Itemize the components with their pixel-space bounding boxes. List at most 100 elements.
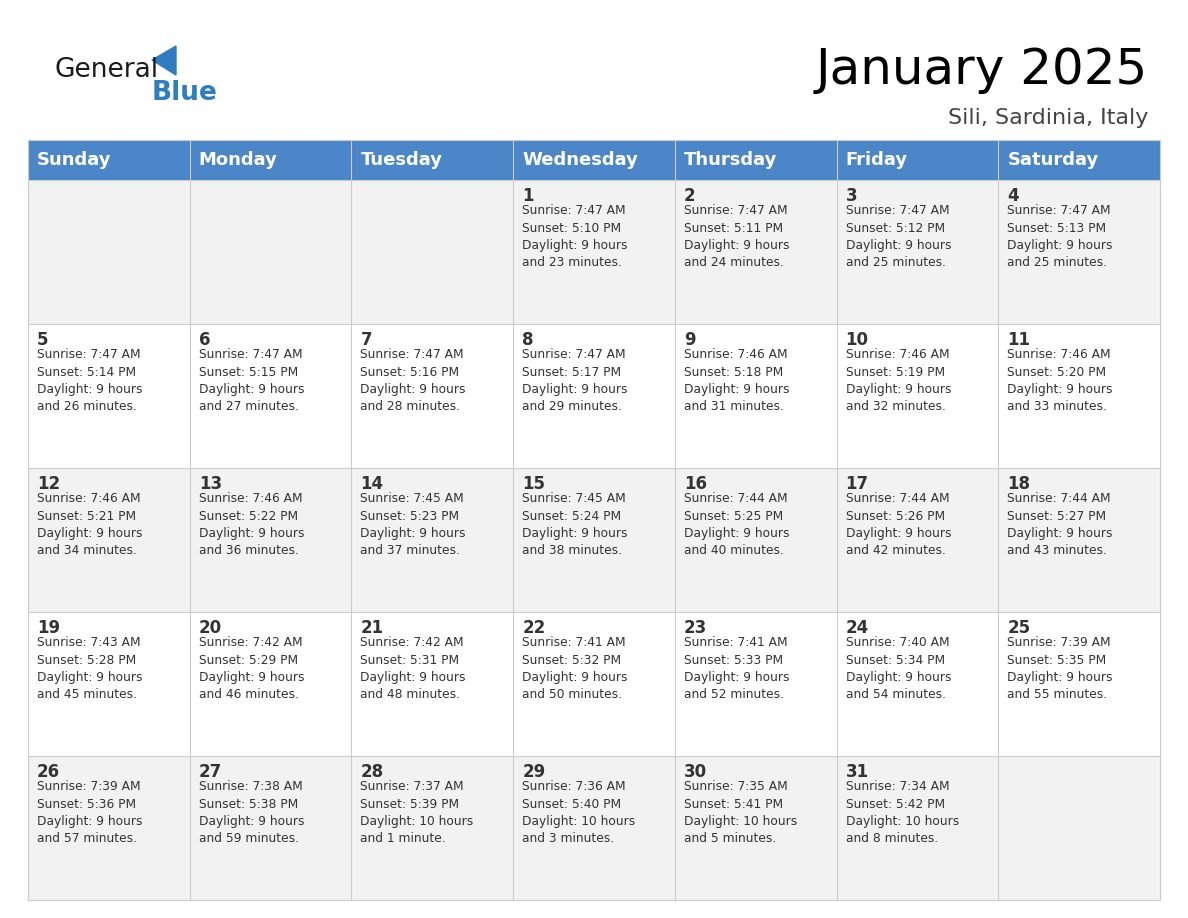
Text: 17: 17	[846, 475, 868, 493]
Text: 19: 19	[37, 619, 61, 637]
Bar	[998, 324, 1159, 468]
Text: Sunrise: 7:47 AM
Sunset: 5:17 PM
Daylight: 9 hours
and 29 minutes.: Sunrise: 7:47 AM Sunset: 5:17 PM Dayligh…	[523, 348, 627, 413]
Text: 24: 24	[846, 619, 868, 637]
Text: Sunrise: 7:47 AM
Sunset: 5:16 PM
Daylight: 9 hours
and 28 minutes.: Sunrise: 7:47 AM Sunset: 5:16 PM Dayligh…	[360, 348, 466, 413]
Text: Sunrise: 7:44 AM
Sunset: 5:26 PM
Daylight: 9 hours
and 42 minutes.: Sunrise: 7:44 AM Sunset: 5:26 PM Dayligh…	[846, 492, 952, 557]
Text: Tuesday: Tuesday	[360, 151, 442, 169]
Text: 13: 13	[198, 475, 222, 493]
Text: Sunrise: 7:39 AM
Sunset: 5:36 PM
Daylight: 9 hours
and 57 minutes.: Sunrise: 7:39 AM Sunset: 5:36 PM Dayligh…	[37, 780, 143, 845]
Bar	[513, 756, 675, 900]
Text: 14: 14	[360, 475, 384, 493]
Text: Sunrise: 7:46 AM
Sunset: 5:22 PM
Daylight: 9 hours
and 36 minutes.: Sunrise: 7:46 AM Sunset: 5:22 PM Dayligh…	[198, 492, 304, 557]
Bar	[352, 468, 513, 612]
Bar	[675, 324, 836, 468]
Text: Sunrise: 7:35 AM
Sunset: 5:41 PM
Daylight: 10 hours
and 5 minutes.: Sunrise: 7:35 AM Sunset: 5:41 PM Dayligh…	[684, 780, 797, 845]
Bar	[352, 180, 513, 324]
Text: 31: 31	[846, 763, 868, 781]
Bar	[998, 180, 1159, 324]
Text: Sunrise: 7:41 AM
Sunset: 5:33 PM
Daylight: 9 hours
and 52 minutes.: Sunrise: 7:41 AM Sunset: 5:33 PM Dayligh…	[684, 636, 789, 701]
Text: 2: 2	[684, 187, 695, 205]
Bar	[513, 324, 675, 468]
Bar	[836, 612, 998, 756]
Text: Sunrise: 7:46 AM
Sunset: 5:19 PM
Daylight: 9 hours
and 32 minutes.: Sunrise: 7:46 AM Sunset: 5:19 PM Dayligh…	[846, 348, 952, 413]
Text: 9: 9	[684, 331, 695, 349]
Bar	[190, 324, 352, 468]
Bar	[998, 612, 1159, 756]
Text: Sunday: Sunday	[37, 151, 112, 169]
Bar	[675, 612, 836, 756]
Bar	[29, 468, 190, 612]
Text: 22: 22	[523, 619, 545, 637]
Text: 23: 23	[684, 619, 707, 637]
Text: 25: 25	[1007, 619, 1030, 637]
Bar	[29, 140, 1159, 180]
Bar	[29, 756, 190, 900]
Bar	[836, 324, 998, 468]
Bar	[352, 324, 513, 468]
Text: 11: 11	[1007, 331, 1030, 349]
Bar	[352, 756, 513, 900]
Bar	[998, 756, 1159, 900]
Bar	[836, 180, 998, 324]
Text: Sunrise: 7:42 AM
Sunset: 5:29 PM
Daylight: 9 hours
and 46 minutes.: Sunrise: 7:42 AM Sunset: 5:29 PM Dayligh…	[198, 636, 304, 701]
Text: Sunrise: 7:41 AM
Sunset: 5:32 PM
Daylight: 9 hours
and 50 minutes.: Sunrise: 7:41 AM Sunset: 5:32 PM Dayligh…	[523, 636, 627, 701]
Text: Sunrise: 7:45 AM
Sunset: 5:24 PM
Daylight: 9 hours
and 38 minutes.: Sunrise: 7:45 AM Sunset: 5:24 PM Dayligh…	[523, 492, 627, 557]
Text: Friday: Friday	[846, 151, 908, 169]
Text: Sunrise: 7:39 AM
Sunset: 5:35 PM
Daylight: 9 hours
and 55 minutes.: Sunrise: 7:39 AM Sunset: 5:35 PM Dayligh…	[1007, 636, 1113, 701]
Text: 16: 16	[684, 475, 707, 493]
Bar	[29, 324, 190, 468]
Bar	[836, 468, 998, 612]
Text: Monday: Monday	[198, 151, 278, 169]
Bar	[513, 612, 675, 756]
Text: 7: 7	[360, 331, 372, 349]
Text: Sunrise: 7:42 AM
Sunset: 5:31 PM
Daylight: 9 hours
and 48 minutes.: Sunrise: 7:42 AM Sunset: 5:31 PM Dayligh…	[360, 636, 466, 701]
Text: Sunrise: 7:45 AM
Sunset: 5:23 PM
Daylight: 9 hours
and 37 minutes.: Sunrise: 7:45 AM Sunset: 5:23 PM Dayligh…	[360, 492, 466, 557]
Text: January 2025: January 2025	[816, 46, 1148, 94]
Bar	[998, 468, 1159, 612]
Text: Sunrise: 7:47 AM
Sunset: 5:13 PM
Daylight: 9 hours
and 25 minutes.: Sunrise: 7:47 AM Sunset: 5:13 PM Dayligh…	[1007, 204, 1113, 270]
Text: Sunrise: 7:38 AM
Sunset: 5:38 PM
Daylight: 9 hours
and 59 minutes.: Sunrise: 7:38 AM Sunset: 5:38 PM Dayligh…	[198, 780, 304, 845]
Text: 6: 6	[198, 331, 210, 349]
Text: 4: 4	[1007, 187, 1019, 205]
Text: Sunrise: 7:47 AM
Sunset: 5:12 PM
Daylight: 9 hours
and 25 minutes.: Sunrise: 7:47 AM Sunset: 5:12 PM Dayligh…	[846, 204, 952, 270]
Text: Wednesday: Wednesday	[523, 151, 638, 169]
Bar	[190, 612, 352, 756]
Text: 27: 27	[198, 763, 222, 781]
Text: Sunrise: 7:47 AM
Sunset: 5:14 PM
Daylight: 9 hours
and 26 minutes.: Sunrise: 7:47 AM Sunset: 5:14 PM Dayligh…	[37, 348, 143, 413]
Text: Sunrise: 7:37 AM
Sunset: 5:39 PM
Daylight: 10 hours
and 1 minute.: Sunrise: 7:37 AM Sunset: 5:39 PM Dayligh…	[360, 780, 474, 845]
Bar	[675, 468, 836, 612]
Text: Sunrise: 7:44 AM
Sunset: 5:27 PM
Daylight: 9 hours
and 43 minutes.: Sunrise: 7:44 AM Sunset: 5:27 PM Dayligh…	[1007, 492, 1113, 557]
Text: 20: 20	[198, 619, 222, 637]
Text: Sunrise: 7:46 AM
Sunset: 5:20 PM
Daylight: 9 hours
and 33 minutes.: Sunrise: 7:46 AM Sunset: 5:20 PM Dayligh…	[1007, 348, 1113, 413]
Text: 21: 21	[360, 619, 384, 637]
Text: Sunrise: 7:46 AM
Sunset: 5:18 PM
Daylight: 9 hours
and 31 minutes.: Sunrise: 7:46 AM Sunset: 5:18 PM Dayligh…	[684, 348, 789, 413]
Text: 12: 12	[37, 475, 61, 493]
Bar	[513, 180, 675, 324]
Text: Sili, Sardinia, Italy: Sili, Sardinia, Italy	[948, 108, 1148, 128]
Text: Thursday: Thursday	[684, 151, 777, 169]
Text: Sunrise: 7:43 AM
Sunset: 5:28 PM
Daylight: 9 hours
and 45 minutes.: Sunrise: 7:43 AM Sunset: 5:28 PM Dayligh…	[37, 636, 143, 701]
Text: Sunrise: 7:36 AM
Sunset: 5:40 PM
Daylight: 10 hours
and 3 minutes.: Sunrise: 7:36 AM Sunset: 5:40 PM Dayligh…	[523, 780, 636, 845]
Bar	[513, 468, 675, 612]
Bar	[675, 180, 836, 324]
Text: 26: 26	[37, 763, 61, 781]
Text: Sunrise: 7:46 AM
Sunset: 5:21 PM
Daylight: 9 hours
and 34 minutes.: Sunrise: 7:46 AM Sunset: 5:21 PM Dayligh…	[37, 492, 143, 557]
Bar	[836, 756, 998, 900]
Text: 15: 15	[523, 475, 545, 493]
Text: General: General	[55, 57, 159, 83]
Text: 10: 10	[846, 331, 868, 349]
Text: Sunrise: 7:47 AM
Sunset: 5:11 PM
Daylight: 9 hours
and 24 minutes.: Sunrise: 7:47 AM Sunset: 5:11 PM Dayligh…	[684, 204, 789, 270]
Text: 3: 3	[846, 187, 858, 205]
Bar	[29, 180, 190, 324]
Polygon shape	[152, 46, 176, 75]
Text: Saturday: Saturday	[1007, 151, 1099, 169]
Text: 8: 8	[523, 331, 533, 349]
Text: 29: 29	[523, 763, 545, 781]
Bar	[190, 756, 352, 900]
Text: Blue: Blue	[152, 80, 217, 106]
Text: Sunrise: 7:47 AM
Sunset: 5:15 PM
Daylight: 9 hours
and 27 minutes.: Sunrise: 7:47 AM Sunset: 5:15 PM Dayligh…	[198, 348, 304, 413]
Text: Sunrise: 7:44 AM
Sunset: 5:25 PM
Daylight: 9 hours
and 40 minutes.: Sunrise: 7:44 AM Sunset: 5:25 PM Dayligh…	[684, 492, 789, 557]
Text: 30: 30	[684, 763, 707, 781]
Text: Sunrise: 7:34 AM
Sunset: 5:42 PM
Daylight: 10 hours
and 8 minutes.: Sunrise: 7:34 AM Sunset: 5:42 PM Dayligh…	[846, 780, 959, 845]
Bar	[190, 468, 352, 612]
